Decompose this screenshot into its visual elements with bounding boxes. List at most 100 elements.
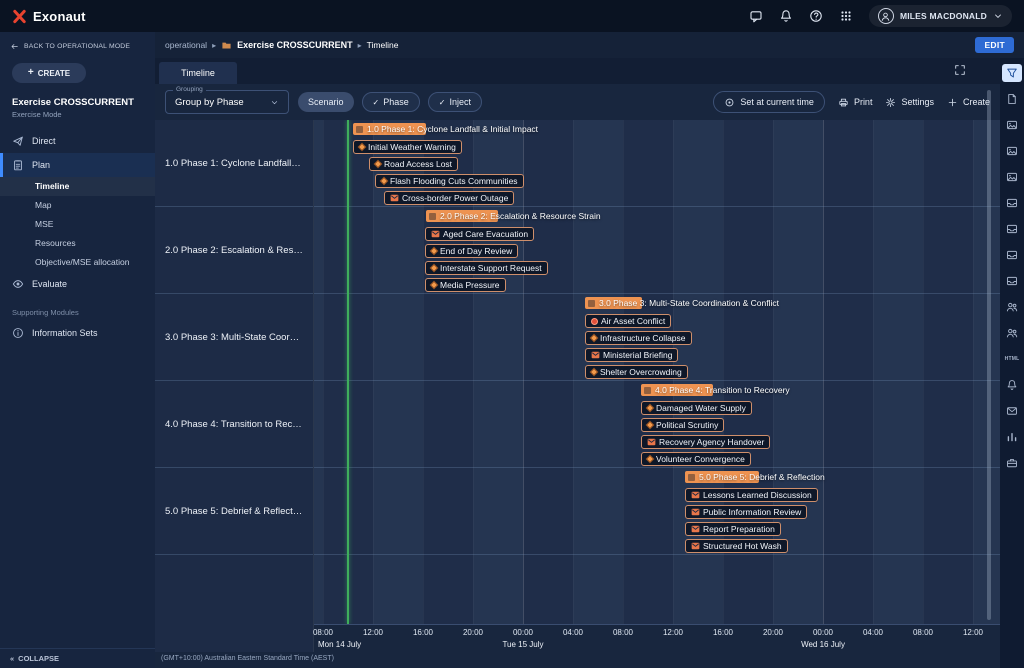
inject-chip-volunteer-convergence[interactable]: Volunteer Convergence — [641, 452, 751, 466]
timeline-panel: Timeline Grouping Group by Phase Scenari… — [155, 58, 1000, 668]
content-row: Timeline Grouping Group by Phase Scenari… — [155, 58, 1024, 668]
archive-tray-icon[interactable] — [1002, 272, 1022, 290]
archive-tray-icon[interactable] — [1002, 194, 1022, 212]
breadcrumb-separator-icon: ▸ — [212, 41, 216, 50]
card-image-icon[interactable] — [1002, 142, 1022, 160]
exonaut-logo-icon — [12, 9, 27, 24]
inject-label: Interstate Support Request — [440, 263, 542, 273]
filter-chip-inject[interactable]: ✓Inject — [428, 92, 482, 112]
inject-chip-infrastructure-collapse[interactable]: Infrastructure Collapse — [585, 331, 692, 345]
phase-bar-3-0-phase-3-multi-state-coordination-conflict[interactable]: 3.0 Phase 3: Multi-State Coordination & … — [585, 297, 642, 309]
inject-chip-cross-border-power-outage[interactable]: Cross-border Power Outage — [384, 191, 514, 205]
avatar — [878, 8, 894, 24]
sidebar-item-information-sets[interactable]: Information Sets — [0, 321, 155, 345]
send-icon — [12, 135, 24, 147]
phase-bar-icon — [688, 474, 695, 481]
inject-chip-ministerial-briefing[interactable]: Ministerial Briefing — [585, 348, 678, 362]
inject-label: Media Pressure — [440, 280, 500, 290]
inject-chip-damaged-water-supply[interactable]: Damaged Water Supply — [641, 401, 752, 415]
vertical-scrollbar[interactable] — [987, 90, 991, 620]
inject-chip-structured-hot-wash[interactable]: Structured Hot Wash — [685, 539, 788, 553]
settings-button[interactable]: Settings — [885, 97, 934, 108]
card-image-icon[interactable] — [1002, 168, 1022, 186]
print-button[interactable]: Print — [838, 97, 873, 108]
inject-label: Road Access Lost — [384, 159, 452, 169]
chart-icon[interactable] — [1002, 428, 1022, 446]
filter-chip-phase[interactable]: ✓Phase — [362, 92, 420, 112]
sidebar-item-direct[interactable]: Direct — [0, 129, 155, 153]
tick-label: 00:00 — [513, 628, 533, 637]
chat-icon[interactable] — [749, 9, 763, 23]
users-icon[interactable] — [1002, 324, 1022, 342]
filter-chip-scenario[interactable]: Scenario — [298, 92, 354, 112]
bell-icon[interactable] — [1002, 376, 1022, 394]
set-current-time-button[interactable]: Set at current time — [713, 91, 825, 113]
users-icon[interactable] — [1002, 298, 1022, 316]
inject-chip-media-pressure[interactable]: Media Pressure — [425, 278, 506, 292]
archive-tray-icon[interactable] — [1002, 220, 1022, 238]
mail-icon[interactable] — [1002, 402, 1022, 420]
edit-button[interactable]: EDIT — [975, 37, 1014, 53]
filter-icon[interactable] — [1002, 64, 1022, 82]
phase-bar-5-0-phase-5-debrief-reflection[interactable]: 5.0 Phase 5: Debrief & Reflection — [685, 471, 759, 483]
sidebar-item-objective-mse-allocation[interactable]: Objective/MSE allocation — [0, 253, 155, 272]
inject-chip-recovery-agency-handover[interactable]: Recovery Agency Handover — [641, 435, 770, 449]
inject-chip-interstate-support-request[interactable]: Interstate Support Request — [425, 261, 548, 275]
create-label: CREATE — [38, 69, 70, 78]
brand-name: Exonaut — [33, 9, 86, 24]
inject-chip-public-information-review[interactable]: Public Information Review — [685, 505, 807, 519]
inject-label: Political Scrutiny — [656, 420, 718, 430]
sidebar-item-plan[interactable]: Plan — [0, 153, 155, 177]
action-label: Create — [963, 97, 990, 107]
tab-timeline[interactable]: Timeline — [159, 62, 237, 84]
breadcrumb-item-timeline[interactable]: Timeline — [367, 40, 399, 50]
help-icon[interactable] — [809, 9, 823, 23]
inject-chip-road-access-lost[interactable]: Road Access Lost — [369, 157, 458, 171]
inject-chip-political-scrutiny[interactable]: Political Scrutiny — [641, 418, 724, 432]
inject-chip-air-asset-conflict[interactable]: Air Asset Conflict — [585, 314, 671, 328]
inject-chip-report-preparation[interactable]: Report Preparation — [685, 522, 781, 536]
inject-chip-aged-care-evacuation[interactable]: Aged Care Evacuation — [425, 227, 534, 241]
document-icon[interactable] — [1002, 90, 1022, 108]
briefcase-icon[interactable] — [1002, 454, 1022, 472]
check-icon: ✓ — [373, 98, 380, 107]
breadcrumb: operational ▸ Exercise CROSSCURRENT ▸ Ti… — [155, 32, 1024, 58]
grouping-dropdown[interactable]: Grouping Group by Phase — [165, 90, 289, 114]
user-menu[interactable]: MILES MACDONALD — [869, 5, 1012, 27]
sidebar-item-resources[interactable]: Resources — [0, 234, 155, 253]
back-to-operational-link[interactable]: BACK TO OPERATIONAL MODE — [10, 42, 145, 51]
phase-bar-icon — [429, 213, 436, 220]
collapse-sidebar-button[interactable]: « COLLAPSE — [0, 648, 155, 668]
sidebar-item-mse[interactable]: MSE — [0, 215, 155, 234]
inject-chip-end-of-day-review[interactable]: End of Day Review — [425, 244, 518, 258]
apps-grid-icon[interactable] — [839, 9, 853, 23]
tick-label: 20:00 — [463, 628, 483, 637]
notifications-bell-icon[interactable] — [779, 9, 793, 23]
card-image-icon[interactable] — [1002, 116, 1022, 134]
inject-label: Infrastructure Collapse — [600, 333, 686, 343]
fullscreen-icon[interactable] — [954, 64, 966, 76]
create-inject-button[interactable]: Create — [947, 97, 990, 108]
inject-label: End of Day Review — [440, 246, 512, 256]
inject-chip-lessons-learned-discussion[interactable]: Lessons Learned Discussion — [685, 488, 818, 502]
phase-bar-2-0-phase-2-escalation-resource-strain[interactable]: 2.0 Phase 2: Escalation & Resource Strai… — [426, 210, 498, 222]
phase-bar-1-0-phase-1-cyclone-landfall-initial-impact[interactable]: 1.0 Phase 1: Cyclone Landfall & Initial … — [353, 123, 426, 135]
html-icon[interactable]: HTML — [1002, 350, 1022, 368]
current-time-line — [347, 120, 349, 624]
breadcrumb-item-operational[interactable]: operational — [165, 40, 207, 50]
create-button[interactable]: + CREATE — [12, 63, 86, 83]
inject-chip-initial-weather-warning[interactable]: Initial Weather Warning — [353, 140, 462, 154]
phase-bar-icon — [644, 387, 651, 394]
chevron-down-icon — [993, 11, 1003, 21]
sidebar-item-map[interactable]: Map — [0, 196, 155, 215]
phase-bar-4-0-phase-4-transition-to-recovery[interactable]: 4.0 Phase 4: Transition to Recovery — [641, 384, 713, 396]
archive-tray-icon[interactable] — [1002, 246, 1022, 264]
inject-chip-shelter-overcrowding[interactable]: Shelter Overcrowding — [585, 365, 688, 379]
sidebar-item-evaluate[interactable]: Evaluate — [0, 272, 155, 296]
brand: Exonaut — [12, 9, 86, 24]
inject-chip-flash-flooding-cuts-communities[interactable]: Flash Flooding Cuts Communities — [375, 174, 524, 188]
sidebar-item-timeline[interactable]: Timeline — [0, 177, 155, 196]
sidebar-item-label: Evaluate — [32, 279, 67, 289]
breadcrumb-item-exercise[interactable]: Exercise CROSSCURRENT — [237, 40, 353, 50]
chevron-down-icon — [270, 98, 279, 107]
